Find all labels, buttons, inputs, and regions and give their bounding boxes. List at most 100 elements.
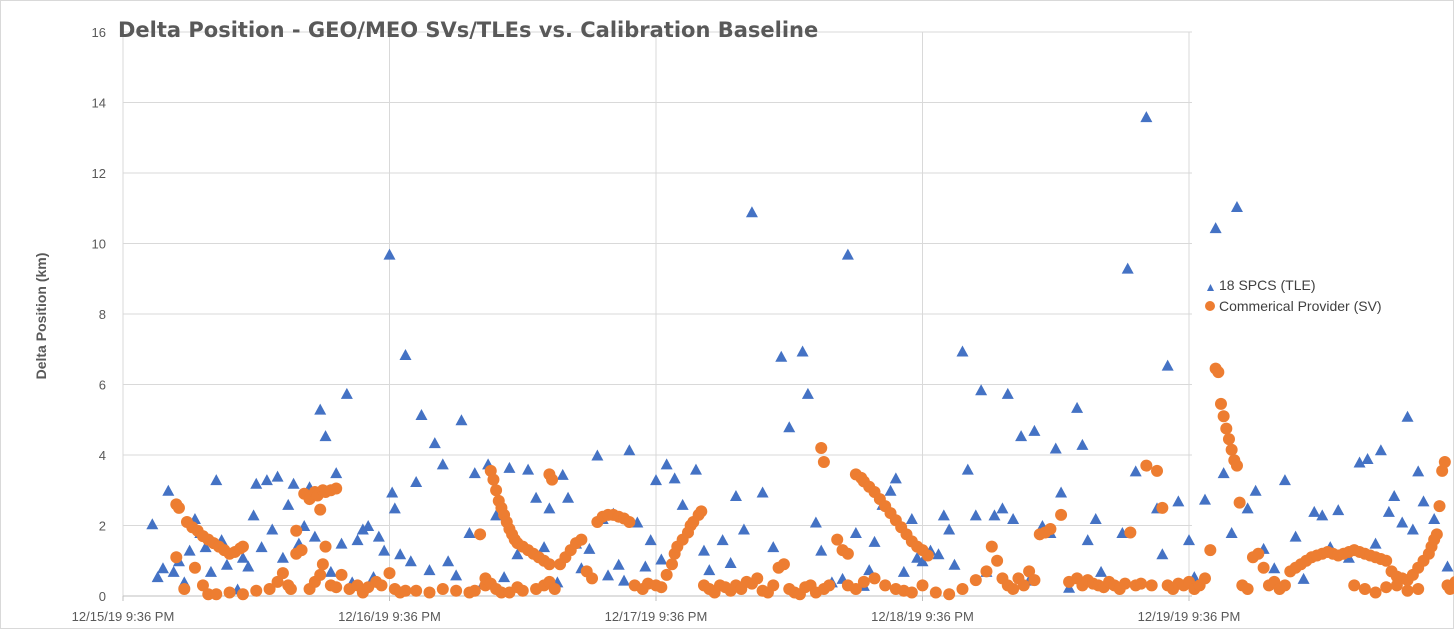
- tle-triangle-point: [1049, 442, 1062, 454]
- tle-triangle-point: [1382, 505, 1395, 517]
- tle-triangle-point: [756, 486, 769, 498]
- tle-triangle-point: [1172, 495, 1185, 507]
- tle-triangle-point: [423, 564, 436, 576]
- tle-triangle-point: [151, 571, 164, 583]
- x-tick-label: 12/16/19 9:36 PM: [338, 609, 441, 624]
- sv-circle-point: [487, 473, 500, 486]
- tle-triangle-point: [167, 565, 180, 577]
- sv-circle-point: [263, 582, 276, 595]
- sv-circle-point: [314, 503, 327, 516]
- tle-triangle-point: [1217, 467, 1230, 479]
- sv-circle-point: [823, 579, 836, 592]
- sv-circle-point: [1380, 554, 1393, 567]
- tle-triangle-point: [650, 474, 662, 486]
- tle-triangle-point: [961, 463, 974, 475]
- sv-circle-point: [767, 579, 780, 592]
- sv-circle-point: [1401, 584, 1414, 597]
- sv-circle-point: [980, 565, 993, 578]
- tle-triangle-point: [801, 387, 814, 399]
- tle-triangle-point: [1076, 438, 1089, 450]
- tle-triangle-point: [937, 509, 950, 521]
- sv-circle-point: [815, 441, 828, 454]
- sv-circle-point: [991, 554, 1004, 567]
- tle-triangle-point: [220, 558, 233, 570]
- sv-circle-point: [1225, 443, 1238, 456]
- tle-triangle-point: [996, 502, 1009, 514]
- tle-triangle-point: [668, 472, 681, 484]
- y-tick-label: 12: [92, 166, 106, 181]
- sv-circle-point: [655, 581, 668, 594]
- sv-circle-point: [1449, 576, 1454, 588]
- sv-circle-point: [314, 568, 327, 581]
- sv-circle-point: [929, 586, 942, 599]
- sv-circle-point: [921, 549, 934, 562]
- sv-circle-point: [196, 579, 209, 592]
- tle-triangle-point: [498, 571, 511, 583]
- tle-triangle-point: [612, 558, 625, 570]
- tle-triangle-point: [591, 449, 604, 461]
- sv-circle-point: [423, 586, 436, 599]
- sv-circle-point: [1156, 501, 1169, 514]
- tle-triangle-point: [1028, 424, 1041, 436]
- tle-triangle-point: [975, 384, 988, 396]
- sv-circle-point: [1007, 582, 1020, 595]
- sv-circle-point: [410, 584, 423, 597]
- tle-triangle-point: [394, 548, 407, 560]
- tle-triangle-point: [905, 512, 918, 524]
- sv-circle-point: [1257, 561, 1270, 574]
- tle-triangle-point: [1308, 505, 1321, 517]
- sv-circle-point: [777, 558, 790, 571]
- tle-triangle-point: [530, 491, 543, 503]
- tle-triangle-point: [260, 474, 273, 486]
- sv-circle-point: [1217, 410, 1230, 423]
- sv-circle-point: [330, 482, 343, 495]
- sv-circle-point: [543, 558, 556, 571]
- sv-circle-point: [841, 547, 854, 560]
- tle-triangle-point: [210, 474, 223, 486]
- sv-circle-point: [178, 582, 191, 595]
- tle-triangle-point: [404, 555, 417, 567]
- tle-triangle-point: [271, 470, 284, 482]
- y-axis-ticks: 0 2 4 6 8 10 12 14 16: [92, 25, 106, 604]
- x-tick-label: 12/15/19 9:36 PM: [72, 609, 175, 624]
- sv-circle-point: [1028, 574, 1041, 587]
- tle-triangle-point: [199, 541, 212, 553]
- sv-circle-point: [1241, 582, 1254, 595]
- y-tick-label: 14: [92, 96, 106, 111]
- tle-triangle-point: [724, 557, 737, 569]
- sv-circle-point: [330, 581, 343, 594]
- tle-triangle-point: [247, 509, 260, 521]
- sv-circle-point: [956, 582, 969, 595]
- sv-circle-point: [271, 575, 284, 588]
- tle-triangle-point: [538, 541, 551, 553]
- sv-circle-point: [1055, 508, 1068, 521]
- x-tick-label: 12/18/19 9:36 PM: [871, 609, 974, 624]
- tle-triangle-point: [988, 509, 1001, 521]
- legend: 18 SPCS (TLE) Commerical Provider (SV): [1205, 277, 1382, 314]
- sv-circle-point: [284, 582, 297, 595]
- tle-triangle-point: [583, 542, 596, 554]
- sv-circle-point: [210, 588, 223, 601]
- sv-circle-point: [1252, 547, 1265, 560]
- legend-label-tle: 18 SPCS (TLE): [1219, 277, 1315, 293]
- legend-label-sv: Commerical Provider (SV): [1219, 298, 1382, 314]
- tle-triangle-point: [399, 349, 412, 361]
- tle-triangle-point: [932, 548, 945, 560]
- tle-triangle-point: [1089, 512, 1102, 524]
- legend-item-sv[interactable]: Commerical Provider (SV): [1205, 298, 1382, 314]
- tle-triangle-point: [809, 516, 822, 528]
- tle-triangle-point: [1406, 523, 1419, 535]
- tle-triangle-point: [308, 530, 321, 542]
- tle-triangle-point: [156, 562, 169, 574]
- legend-item-tle[interactable]: 18 SPCS (TLE): [1207, 277, 1315, 293]
- sv-circle-point: [188, 561, 201, 574]
- tle-triangle-point: [442, 555, 455, 567]
- tle-triangle-point: [1332, 504, 1345, 516]
- sv-circle-point: [223, 586, 236, 599]
- tle-triangle-point: [1428, 512, 1441, 524]
- tle-triangle-point: [737, 523, 750, 535]
- tle-triangle-point: [455, 414, 468, 426]
- tle-triangle-point: [146, 518, 159, 530]
- tle-triangle-point: [1278, 474, 1291, 486]
- y-tick-label: 16: [92, 25, 106, 40]
